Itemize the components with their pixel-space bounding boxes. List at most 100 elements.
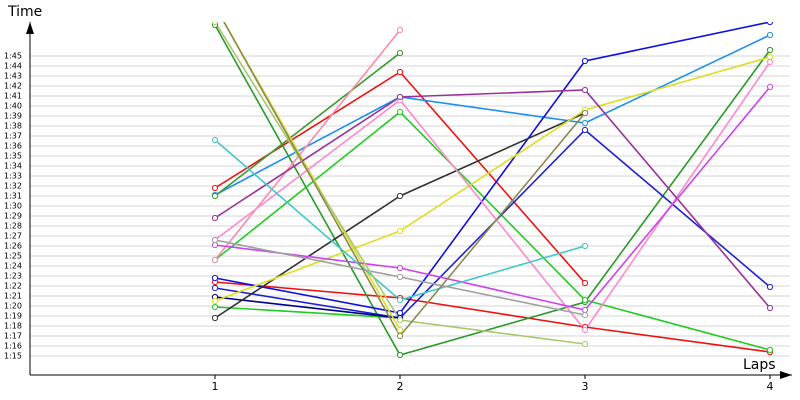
x-tick-label: 2 xyxy=(397,380,404,393)
y-tick-label: 1:25 xyxy=(4,252,22,261)
point xyxy=(211,314,219,322)
point xyxy=(581,296,589,304)
y-tick-label: 1:26 xyxy=(4,242,22,251)
point xyxy=(766,346,774,354)
y-tick-label: 1:23 xyxy=(4,272,22,281)
y-tick-label: 1:15 xyxy=(4,352,22,361)
y-tick-label: 1:16 xyxy=(4,342,22,351)
point xyxy=(212,3,217,8)
point xyxy=(396,273,404,281)
point xyxy=(766,53,774,61)
y-tick-label: 1:30 xyxy=(4,202,22,211)
point xyxy=(581,242,589,250)
y-tick-label: 1:45 xyxy=(4,52,22,61)
y-tick-label: 1:34 xyxy=(4,162,22,171)
point xyxy=(211,214,219,222)
y-tick-label: 1:17 xyxy=(4,332,22,341)
series-line xyxy=(214,29,401,261)
point xyxy=(581,279,589,287)
point xyxy=(396,309,404,317)
x-tick-label: 3 xyxy=(582,380,589,393)
point xyxy=(396,227,404,235)
y-tick-label: 1:22 xyxy=(4,282,22,291)
point xyxy=(396,93,404,101)
series-line xyxy=(214,52,401,197)
y-tick-label: 1:27 xyxy=(4,232,22,241)
point xyxy=(766,22,774,26)
point xyxy=(581,119,589,127)
point xyxy=(211,236,219,244)
series-line xyxy=(214,306,401,319)
series-line xyxy=(214,89,771,309)
point xyxy=(211,284,219,292)
point xyxy=(581,306,589,314)
y-tick-label: 1:29 xyxy=(4,212,22,221)
point xyxy=(581,109,589,117)
point xyxy=(211,241,219,249)
y-tick-label: 1:41 xyxy=(4,92,22,101)
point xyxy=(396,332,404,340)
point xyxy=(766,31,774,39)
x-axis-arrow xyxy=(780,371,792,379)
x-axis-title: Laps xyxy=(743,357,776,373)
point xyxy=(211,184,219,192)
y-tick-label: 1:42 xyxy=(4,82,22,91)
series-line xyxy=(214,281,771,353)
series-line xyxy=(214,56,771,302)
point xyxy=(396,264,404,272)
point xyxy=(211,192,219,200)
y-tick-label: 1:43 xyxy=(4,72,22,81)
x-tick-label: 4 xyxy=(767,380,774,393)
point xyxy=(211,303,219,311)
point xyxy=(766,304,774,312)
point xyxy=(581,126,589,134)
y-tick-label: 1:18 xyxy=(4,322,22,331)
point xyxy=(396,326,404,334)
point xyxy=(581,57,589,65)
series-line xyxy=(214,296,401,319)
point xyxy=(211,22,219,26)
y-tick-label: 1:21 xyxy=(4,292,22,301)
point xyxy=(581,326,589,334)
point xyxy=(211,136,219,144)
point xyxy=(211,256,219,264)
point xyxy=(396,296,404,304)
point xyxy=(581,311,589,319)
point xyxy=(212,3,217,8)
y-tick-label: 1:19 xyxy=(4,312,22,321)
y-tick-label: 1:40 xyxy=(4,102,22,111)
point xyxy=(396,108,404,116)
y-tick-label: 1:44 xyxy=(4,62,22,71)
y-tick-label: 1:36 xyxy=(4,142,22,151)
series-line xyxy=(214,86,771,311)
y-axis-title: Time xyxy=(7,4,42,20)
point xyxy=(211,274,219,282)
point xyxy=(581,340,589,348)
y-tick-label: 1:33 xyxy=(4,172,22,181)
point xyxy=(396,351,404,359)
y-axis-arrow xyxy=(26,22,34,34)
series-line xyxy=(214,22,771,314)
point xyxy=(581,86,589,94)
series-line xyxy=(214,24,771,356)
y-tick-label: 1:20 xyxy=(4,302,22,311)
point xyxy=(766,58,774,66)
y-tick-label: 1:35 xyxy=(4,152,22,161)
series-line xyxy=(214,110,771,351)
point xyxy=(766,46,774,54)
point xyxy=(396,49,404,57)
y-tick-label: 1:28 xyxy=(4,222,22,231)
plot-area xyxy=(211,3,774,359)
y-tick-label: 1:39 xyxy=(4,112,22,121)
y-tick-label: 1:38 xyxy=(4,122,22,131)
point xyxy=(396,68,404,76)
y-tick-label: 1:31 xyxy=(4,192,22,201)
point xyxy=(396,192,404,200)
point xyxy=(396,316,404,324)
point xyxy=(766,283,774,291)
y-tick-label: 1:32 xyxy=(4,182,22,191)
x-tick-label: 1 xyxy=(212,380,219,393)
y-tick-label: 1:37 xyxy=(4,132,22,141)
point xyxy=(766,83,774,91)
